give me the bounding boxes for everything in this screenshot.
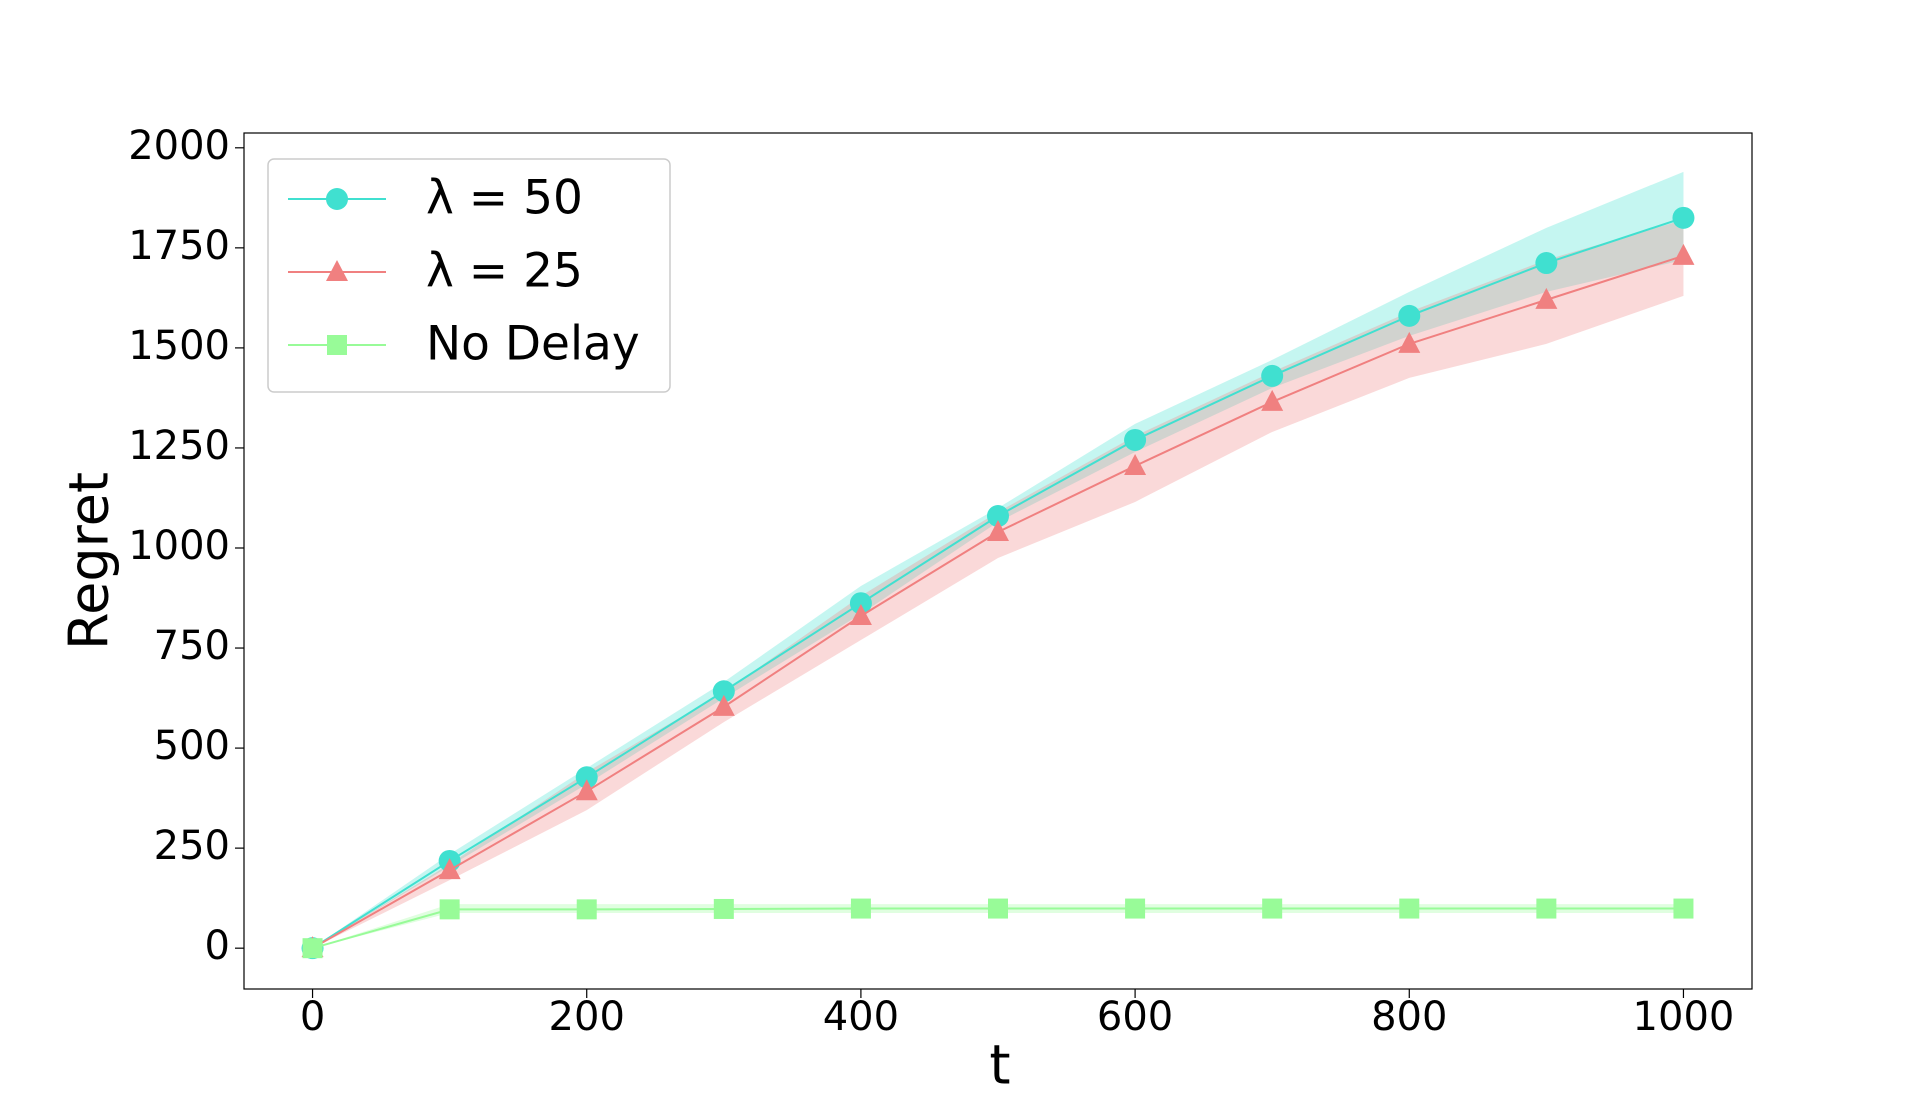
marker (575, 766, 598, 789)
marker (1672, 243, 1695, 265)
marker (987, 519, 1009, 541)
marker (1535, 287, 1558, 309)
legend-label: λ = 25 (426, 244, 583, 299)
marker (849, 592, 872, 615)
y-axis-label: Regret (58, 472, 121, 650)
y-tick-label: 1500 (128, 323, 230, 369)
y-tick-label: 1750 (128, 223, 230, 269)
marker (713, 898, 734, 919)
y-tick-label: 0 (205, 923, 230, 969)
marker (1536, 898, 1557, 919)
x-tick-label: 800 (1371, 994, 1447, 1040)
marker (850, 898, 871, 919)
marker (326, 260, 348, 281)
marker (712, 680, 735, 703)
marker (575, 779, 598, 801)
marker (1672, 206, 1695, 229)
marker (439, 899, 460, 920)
marker (1399, 898, 1420, 919)
x-tick-label: 200 (549, 994, 625, 1040)
marker (849, 604, 872, 626)
legend-label: No Delay (426, 317, 640, 372)
error-band (312, 171, 1684, 949)
marker (1124, 453, 1147, 475)
error-band (312, 219, 1684, 949)
y-tick-label: 1250 (128, 423, 230, 469)
marker (1398, 331, 1421, 353)
marker (438, 858, 461, 880)
marker (1535, 252, 1558, 275)
x-tick-label: 1000 (1633, 994, 1735, 1040)
marker (1398, 304, 1421, 327)
x-tick-label: 600 (1097, 994, 1173, 1040)
y-tick-label: 1000 (128, 523, 230, 569)
y-tick-label: 750 (154, 623, 230, 669)
legend-label: λ = 50 (426, 171, 583, 226)
y-tick-label: 2000 (128, 123, 230, 169)
marker (987, 504, 1009, 527)
y-tick-label: 500 (154, 723, 230, 769)
marker (1124, 428, 1147, 451)
y-tick-label: 250 (154, 823, 230, 869)
marker (1125, 898, 1146, 919)
marker (988, 898, 1008, 919)
marker (326, 188, 348, 210)
marker (1262, 898, 1283, 919)
x-tick-label: 400 (823, 994, 899, 1040)
marker (1261, 389, 1284, 411)
x-tick-label: 0 (300, 994, 325, 1040)
plot-frame (243, 132, 1753, 990)
marker (1673, 898, 1694, 919)
marker (576, 899, 597, 920)
x-axis-label: t (989, 1034, 1010, 1095)
marker (327, 335, 347, 355)
marker (1261, 364, 1284, 387)
legend-box (267, 158, 671, 393)
marker (712, 694, 735, 716)
marker (302, 938, 323, 959)
